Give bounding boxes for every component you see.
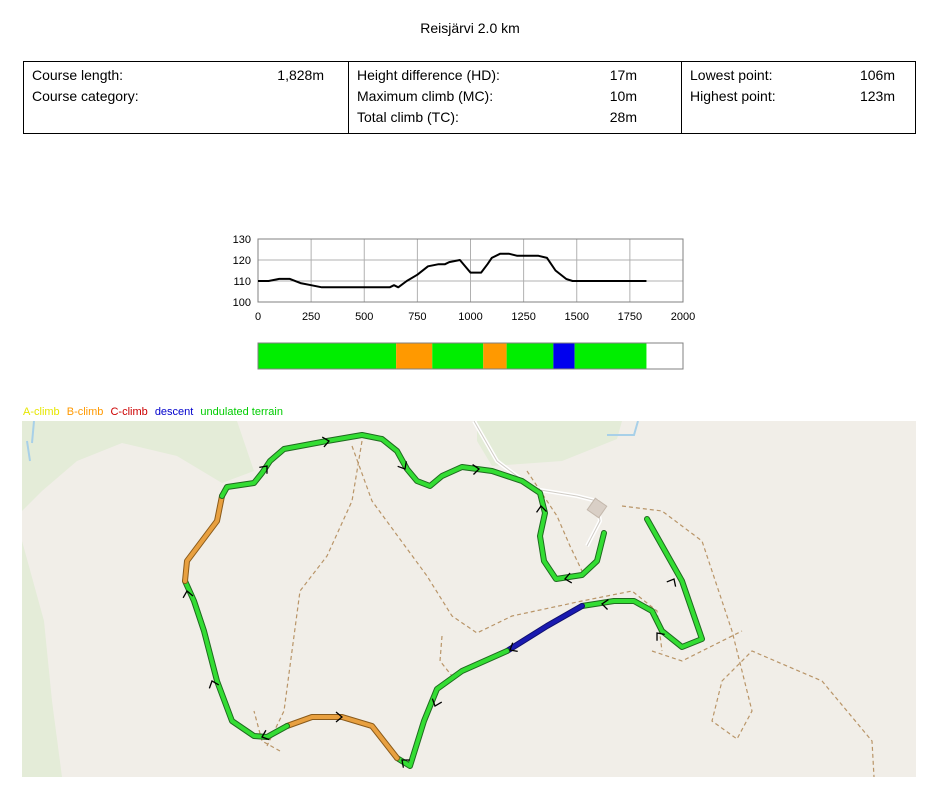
x-tick-label: 250	[302, 311, 320, 323]
maximum-climb-value: 10m	[609, 88, 637, 104]
total-climb-label: Total climb (TC):	[357, 109, 459, 125]
segment-undulated-terrain	[432, 343, 484, 369]
stats-column-climb: Height difference (HD): 17m Maximum clim…	[349, 62, 682, 133]
field-area	[22, 421, 254, 511]
course-title: Reisjärvi 2.0 km	[420, 20, 520, 36]
field-area	[477, 421, 622, 466]
direction-arrow-icon	[321, 436, 330, 448]
stats-column-points: Lowest point: 106m Highest point: 123m	[682, 62, 915, 133]
course-track	[182, 432, 705, 769]
track-segment-undulated	[395, 649, 509, 768]
direction-arrow-icon	[431, 698, 443, 707]
legend-b-climb: B-climb	[66, 406, 104, 418]
track-segment-undulated	[580, 517, 704, 649]
total-climb-value: 28m	[609, 109, 637, 125]
course-length-value: 1,828m	[277, 67, 324, 83]
x-tick-label: 1000	[458, 311, 482, 323]
segment-undulated-terrain	[574, 343, 647, 369]
footpaths	[253, 440, 875, 777]
course-stats-table: Course length: 1,828m Course category: H…	[23, 61, 916, 134]
course-category-label: Course category:	[32, 88, 139, 104]
segment-descent	[553, 343, 575, 369]
direction-arrow-icon	[564, 572, 573, 584]
climb-legend: A-climb B-climb C-climb descent undulate…	[23, 406, 287, 418]
stream	[607, 421, 639, 436]
legend-c-climb: C-climb	[110, 406, 148, 418]
direction-arrow-icon	[600, 599, 609, 610]
direction-arrow-icon	[208, 680, 220, 689]
direction-arrows	[182, 436, 677, 768]
lowest-point-value: 106m	[859, 67, 895, 83]
x-tick-label: 1250	[511, 311, 535, 323]
x-tick-label: 2000	[671, 311, 695, 323]
map-background	[22, 421, 916, 777]
x-tick-label: 750	[408, 311, 426, 323]
direction-arrow-icon	[397, 461, 407, 470]
segment-undulated-terrain	[506, 343, 554, 369]
direction-arrow-icon	[261, 729, 270, 741]
direction-arrow-icon	[335, 711, 344, 723]
direction-arrow-icon	[536, 504, 547, 513]
direction-arrow-icon	[656, 632, 665, 641]
x-tick-label: 1500	[565, 311, 589, 323]
stats-column-length: Course length: 1,828m Course category:	[24, 62, 349, 133]
segment-B-climb	[483, 343, 507, 369]
y-tick-label: 110	[233, 276, 251, 288]
elevation-profile-chart: 0 250 500 750 1000 1250 1500 1750 2000 100 110 120 1…	[233, 234, 695, 370]
direction-arrow-icon	[666, 578, 677, 587]
legend-descent: descent	[154, 406, 194, 418]
direction-arrow-icon	[401, 759, 410, 768]
direction-arrow-icon	[259, 465, 268, 474]
x-tick-label: 0	[255, 311, 261, 323]
height-difference-label: Height difference (HD):	[357, 67, 500, 83]
plot-area-border	[257, 238, 684, 303]
highest-point-label: Highest point:	[690, 88, 776, 104]
lowest-point-label: Lowest point:	[690, 67, 773, 83]
elevation-line	[258, 252, 647, 289]
field-area	[22, 541, 62, 777]
maximum-climb-label: Maximum climb (MC):	[357, 88, 494, 104]
building	[586, 497, 608, 519]
x-tick-label: 500	[355, 311, 373, 323]
height-difference-value: 17m	[609, 67, 637, 83]
segment-B-climb	[396, 343, 433, 369]
track-segment-undulated	[220, 433, 606, 581]
track-segment-undulated	[183, 579, 289, 739]
segment-bar-border	[257, 342, 684, 370]
direction-arrow-icon	[182, 590, 194, 599]
course-map[interactable]	[22, 421, 916, 777]
road	[473, 421, 601, 547]
track-segment-b-climb	[183, 494, 224, 583]
highest-point-value: 123m	[859, 88, 895, 104]
legend-undulated-terrain: undulated terrain	[200, 406, 283, 418]
course-length-label: Course length:	[32, 67, 124, 83]
track-segment-descent	[505, 604, 584, 653]
y-tick-label: 130	[233, 234, 251, 246]
stream	[26, 421, 35, 462]
y-tick-label: 100	[233, 297, 251, 309]
x-tick-label: 1750	[618, 311, 642, 323]
direction-arrow-icon	[472, 464, 481, 475]
legend-a-climb: A-climb	[23, 406, 60, 418]
segment-undulated-terrain	[258, 343, 397, 369]
y-tick-label: 120	[233, 255, 251, 267]
direction-arrow-icon	[509, 642, 518, 652]
